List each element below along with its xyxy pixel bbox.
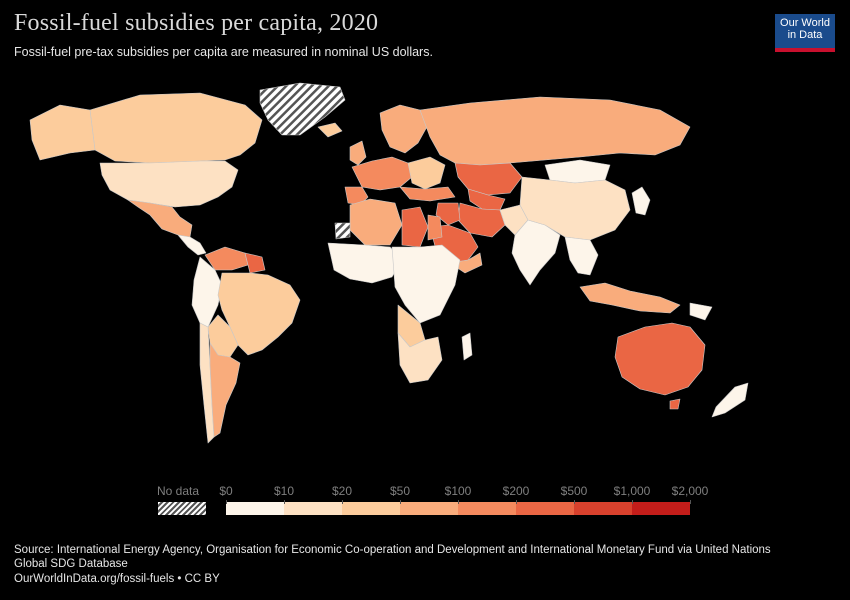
country-southeast-asia[interactable] — [564, 236, 599, 276]
legend-bin-swatch[interactable] — [458, 502, 516, 515]
country-iceland[interactable] — [317, 122, 343, 138]
country-guyana-suriname[interactable] — [244, 252, 266, 274]
legend-bin-label: $500 — [560, 484, 588, 498]
legend-tick — [632, 500, 633, 504]
country-morocco-algeria[interactable] — [349, 198, 403, 246]
legend-tick — [574, 500, 575, 504]
legend-end-label: $2,000 — [671, 484, 709, 498]
country-usa[interactable] — [99, 160, 239, 208]
country-china[interactable] — [519, 176, 631, 241]
legend-tick — [516, 500, 517, 504]
legend-bin-swatch[interactable] — [574, 502, 632, 515]
legend-bin-label: $50 — [389, 484, 411, 498]
country-canada[interactable] — [89, 92, 263, 164]
country-alaska[interactable] — [29, 104, 96, 161]
legend-no-data-label: No data — [157, 484, 200, 498]
legend-bin-swatch[interactable] — [284, 502, 342, 515]
legend-tick — [342, 500, 343, 504]
logo-line-2: in Data — [787, 29, 823, 41]
country-new-zealand[interactable] — [711, 382, 749, 418]
legend-bin-swatch[interactable] — [400, 502, 458, 515]
legend-bin-swatch[interactable] — [516, 502, 574, 515]
country-madagascar[interactable] — [461, 332, 473, 361]
country-uk[interactable] — [349, 140, 367, 166]
map-legend: No data $0 $10 $20 $50 $100 $200 $500 $1,000 $2,… — [0, 484, 850, 520]
legend-bin-swatch[interactable] — [226, 502, 284, 515]
country-mongolia[interactable] — [544, 159, 611, 184]
country-kazakhstan[interactable] — [454, 162, 523, 196]
country-southern-africa[interactable] — [397, 332, 443, 384]
country-papua-new-guinea[interactable] — [689, 302, 713, 321]
country-iraq-syria[interactable] — [435, 202, 461, 226]
legend-bin-label: $0 — [219, 484, 233, 498]
legend-bin-label: $10 — [273, 484, 295, 498]
legend-tick — [284, 500, 285, 504]
country-australia[interactable] — [614, 322, 706, 396]
country-west-africa[interactable] — [327, 242, 403, 284]
logo-line-1: Our World — [780, 17, 830, 29]
country-central-america[interactable] — [177, 234, 207, 256]
country-argentina[interactable] — [209, 342, 241, 438]
legend-bin-swatch[interactable] — [342, 502, 400, 515]
country-russia[interactable] — [419, 96, 691, 166]
country-indonesia[interactable] — [579, 282, 681, 314]
country-egypt[interactable] — [427, 214, 443, 241]
country-brazil[interactable] — [217, 272, 301, 356]
country-turkey-balkans[interactable] — [399, 186, 456, 202]
legend-tick — [458, 500, 459, 504]
country-west-sahara[interactable] — [334, 222, 351, 240]
country-eastern-europe[interactable] — [407, 156, 446, 190]
legend-tick — [226, 500, 227, 504]
legend-bin-label: $1,000 — [613, 484, 651, 498]
world-map — [29, 82, 749, 444]
country-greenland[interactable] — [259, 82, 346, 136]
legend-bin-label: $20 — [331, 484, 353, 498]
owid-logo[interactable]: Our World in Data — [775, 14, 835, 52]
country-tasmania[interactable] — [669, 398, 681, 410]
chart-title: Fossil-fuel subsidies per capita, 2020 — [14, 10, 379, 36]
country-korea-japan[interactable] — [631, 186, 651, 216]
legend-no-data-swatch[interactable] — [158, 502, 206, 515]
legend-bin-label: $200 — [502, 484, 530, 498]
chart-subtitle: Fossil-fuel pre-tax subsidies per capita… — [14, 45, 433, 59]
country-iran[interactable] — [457, 202, 506, 238]
source-note: Source: International Energy Agency, Org… — [14, 544, 771, 570]
legend-bin-label: $100 — [444, 484, 472, 498]
url-license[interactable]: OurWorldInData.org/fossil-fuels • CC BY — [14, 573, 220, 585]
legend-bin-swatch[interactable] — [632, 502, 690, 515]
country-libya[interactable] — [401, 206, 429, 248]
country-central-africa[interactable] — [391, 244, 461, 324]
country-scandinavia[interactable] — [379, 104, 429, 154]
legend-tick — [400, 500, 401, 504]
legend-tick — [690, 500, 691, 504]
